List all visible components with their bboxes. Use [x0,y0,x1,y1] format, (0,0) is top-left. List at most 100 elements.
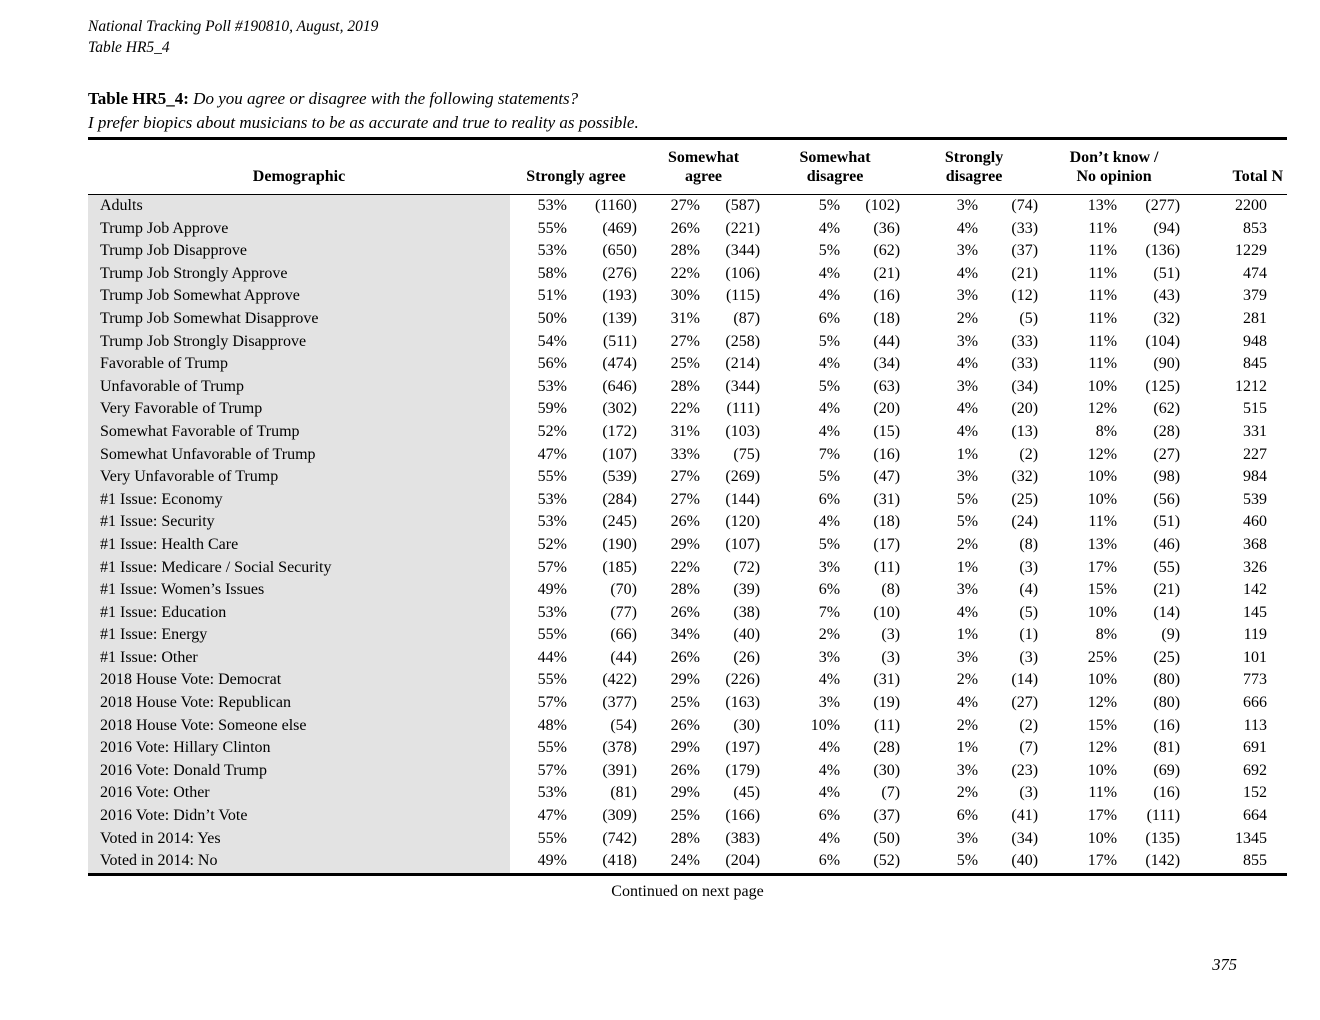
row-demographic: #1 Issue: Medicare / Social Security [88,556,510,580]
cell-strongly-agree-n: (284) [602,490,637,508]
row-demographic: Trump Job Somewhat Disapprove [88,307,510,331]
cell-strongly-agree-pct: 50% [537,309,567,327]
cell-strongly-agree-pct: 55% [537,626,567,644]
cell-somewhat-agree-n: (166) [725,807,761,825]
page-number: 375 [1212,955,1237,974]
cell-strongly-disagree-n: (20) [1011,400,1039,418]
continued-note: Continued on next page [611,883,764,900]
cell-dont-know-n: (69) [1153,761,1181,779]
cell-strongly-agree-pct: 53% [537,513,567,531]
row-demographic: #1 Issue: Women’s Issues [88,579,510,602]
cell-strongly-agree-pct: 53% [537,490,567,508]
cell-strongly-agree-n: (77) [610,603,637,621]
cell-total-n: 474 [1243,264,1268,282]
cell-strongly-disagree-n: (24) [1011,513,1039,531]
cell-somewhat-agree-n: (120) [725,513,761,531]
cell-strongly-agree-n: (422) [602,671,637,689]
table-row: 2018 House Vote: Republican 57% (377) 25% (1… [88,692,1287,715]
cell-dont-know-n: (16) [1153,716,1181,734]
table-row: #1 Issue: Health Care 52% (190) 29% (107) 5% (… [88,533,1287,557]
table-row: #1 Issue: Security 53% (245) 26% (120) 4% (18)… [88,511,1287,534]
cell-strongly-disagree-n: (3) [1019,558,1039,576]
cell-dont-know-pct: 11% [1088,332,1118,350]
cell-somewhat-disagree-pct: 3% [818,558,841,576]
cell-somewhat-agree-pct: 22% [670,264,700,282]
cell-somewhat-agree-n: (344) [725,377,761,395]
poll-results-table: Demographic Strongly agree Somewhat agree… [88,140,1288,873]
cell-strongly-disagree-pct: 1% [956,739,979,757]
table-row: Very Favorable of Trump 59% (302) 22% (111) 4… [88,398,1287,421]
cell-somewhat-agree-n: (111) [726,400,761,418]
cell-somewhat-disagree-pct: 4% [818,219,841,237]
cell-somewhat-disagree-pct: 10% [810,716,841,734]
cell-somewhat-agree-n: (226) [725,671,761,689]
cell-strongly-agree-pct: 53% [537,377,567,395]
cell-strongly-disagree-n: (34) [1011,829,1039,847]
table-title-question: Do you agree or disagree with the follow… [193,89,579,108]
cell-somewhat-disagree-pct: 4% [818,829,841,847]
cell-dont-know-pct: 11% [1088,242,1118,260]
cell-strongly-agree-pct: 55% [537,671,567,689]
cell-somewhat-agree-pct: 27% [670,468,700,486]
cell-somewhat-disagree-n: (16) [873,445,901,463]
cell-somewhat-disagree-n: (28) [873,739,901,757]
cell-dont-know-n: (94) [1153,219,1181,237]
cell-strongly-agree-pct: 55% [537,219,567,237]
cell-somewhat-agree-n: (179) [725,761,761,779]
cell-somewhat-disagree-pct: 4% [818,355,841,373]
table-row: #1 Issue: Education 53% (77) 26% (38) 7% (10) 4… [88,601,1287,625]
document-header: National Tracking Poll #190810, August, … [88,16,378,58]
cell-dont-know-n: (142) [1145,852,1181,870]
cell-somewhat-agree-pct: 27% [670,490,700,508]
table-row: Trump Job Disapprove 53% (650) 28% (344) 5% (6… [88,240,1287,263]
cell-somewhat-agree-pct: 22% [670,558,700,576]
cell-strongly-agree-pct: 52% [537,535,567,553]
cell-strongly-agree-n: (66) [610,626,637,644]
cell-total-n: 227 [1243,445,1268,463]
cell-strongly-agree-pct: 56% [537,355,567,373]
cell-dont-know-n: (51) [1153,264,1181,282]
cell-strongly-disagree-pct: 1% [956,445,979,463]
cell-strongly-disagree-n: (14) [1011,671,1039,689]
cell-strongly-disagree-n: (33) [1011,332,1039,350]
cell-somewhat-agree-pct: 33% [670,445,700,463]
cell-somewhat-disagree-pct: 4% [818,264,841,282]
cell-total-n: 119 [1243,626,1268,644]
cell-strongly-disagree-pct: 5% [956,852,979,870]
cell-total-n: 666 [1243,694,1268,712]
cell-strongly-disagree-pct: 2% [956,716,979,734]
cell-dont-know-n: (104) [1145,332,1181,350]
col-header-total-n: Total N [1185,140,1288,195]
cell-dont-know-n: (80) [1153,671,1181,689]
cell-somewhat-disagree-n: (36) [873,219,901,237]
cell-strongly-agree-n: (539) [602,468,637,486]
cell-strongly-agree-n: (377) [602,694,637,712]
cell-somewhat-disagree-pct: 5% [818,535,841,553]
cell-dont-know-pct: 11% [1088,264,1118,282]
cell-strongly-disagree-n: (41) [1011,807,1039,825]
row-demographic: Somewhat Favorable of Trump [88,420,510,444]
cell-strongly-agree-n: (139) [602,309,637,327]
cell-dont-know-n: (62) [1153,400,1181,418]
cell-total-n: 1345 [1235,829,1268,847]
cell-dont-know-n: (21) [1153,581,1181,599]
cell-somewhat-agree-n: (106) [725,264,761,282]
cell-strongly-disagree-n: (74) [1011,197,1039,214]
table-row: Trump Job Somewhat Disapprove 50% (139) 31%… [88,307,1287,331]
cell-dont-know-n: (56) [1153,490,1181,508]
cell-strongly-disagree-pct: 2% [956,535,979,553]
cell-strongly-disagree-pct: 3% [956,468,979,486]
cell-strongly-disagree-n: (2) [1019,716,1039,734]
cell-somewhat-disagree-pct: 4% [818,513,841,531]
row-demographic: 2018 House Vote: Republican [88,692,510,715]
cell-somewhat-agree-pct: 29% [670,535,700,553]
table-row: Unfavorable of Trump 53% (646) 28% (344) 5% (6… [88,375,1287,399]
cell-somewhat-agree-pct: 25% [670,355,700,373]
cell-somewhat-disagree-n: (3) [881,626,901,644]
cell-somewhat-disagree-pct: 6% [818,807,841,825]
table-row: Trump Job Strongly Approve 58% (276) 22% (10… [88,262,1287,286]
cell-total-n: 773 [1243,671,1268,689]
table-row: Favorable of Trump 56% (474) 25% (214) 4% (34)… [88,353,1287,376]
cell-dont-know-pct: 12% [1087,694,1118,712]
cell-total-n: 845 [1243,355,1268,373]
